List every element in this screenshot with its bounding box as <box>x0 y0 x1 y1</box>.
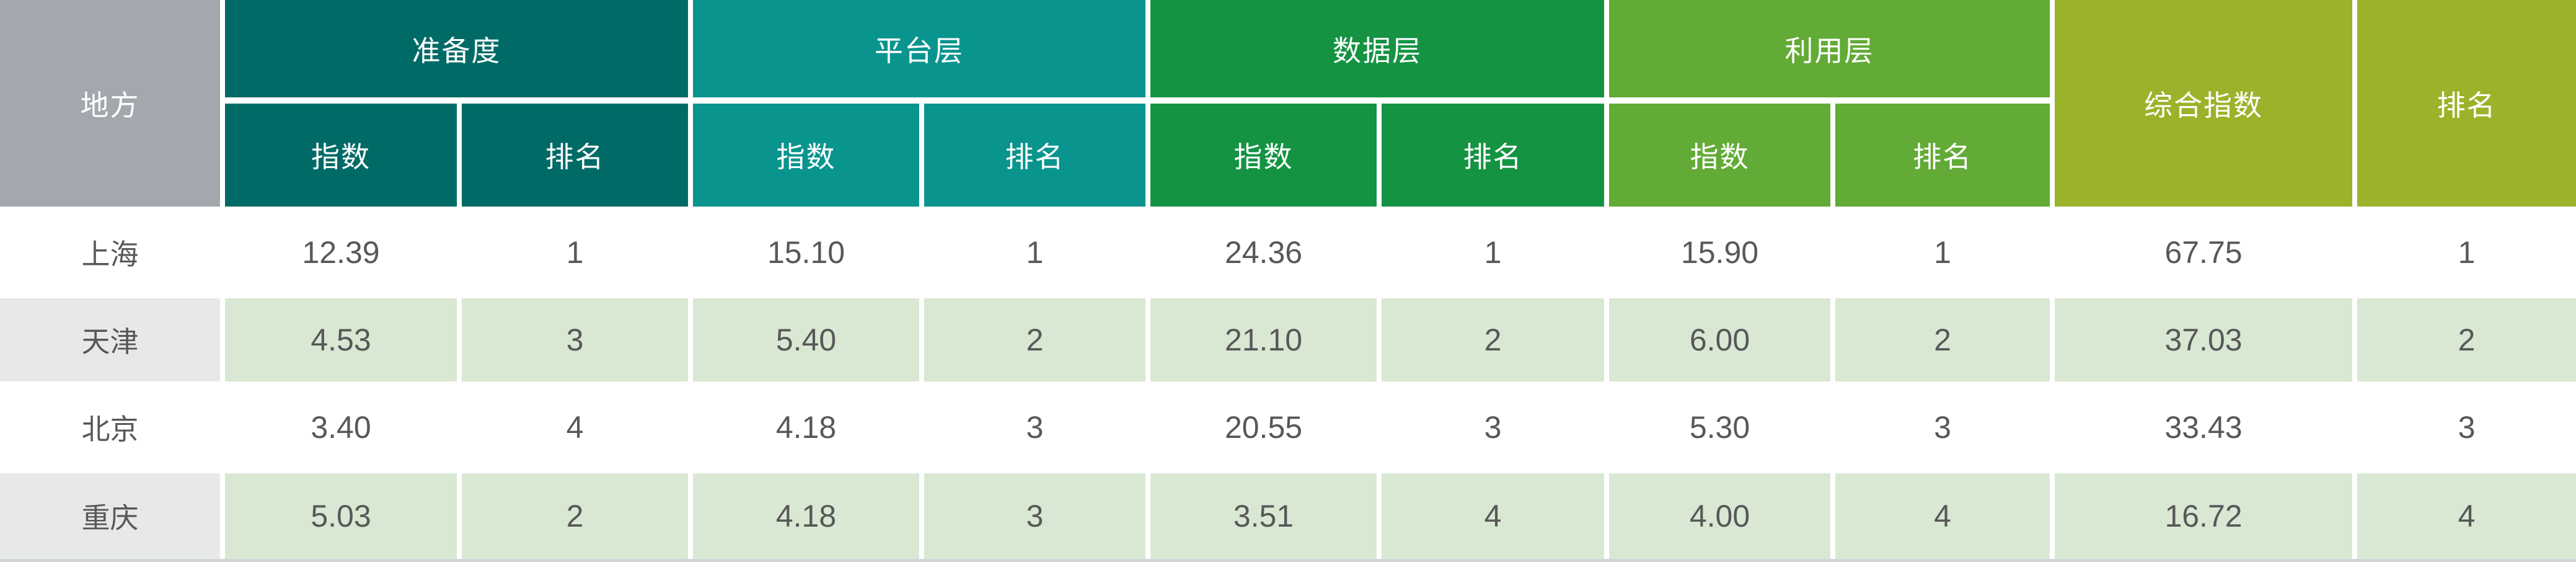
cell-utilization-rank: 1 <box>1835 211 2055 298</box>
cell-data-rank: 4 <box>1382 473 1609 559</box>
cell-readiness-index: 3.40 <box>225 386 462 473</box>
table-row-tianjin: 天津 4.53 3 5.40 2 21.10 2 6.00 2 37.03 2 <box>0 298 2576 386</box>
cell-data-rank: 3 <box>1382 386 1609 473</box>
cell-readiness-index: 12.39 <box>225 211 462 298</box>
table-body: 上海 12.39 1 15.10 1 24.36 1 15.90 1 67.75… <box>0 211 2576 559</box>
cell-readiness-index: 5.03 <box>225 473 462 559</box>
cell-utilization-index: 6.00 <box>1609 298 1835 386</box>
cell-data-index: 3.51 <box>1150 473 1382 559</box>
subheader-utilization-index: 指数 <box>1609 104 1835 211</box>
cell-platform-rank: 2 <box>924 298 1150 386</box>
cell-readiness-rank: 1 <box>462 211 693 298</box>
cell-composite-index: 16.72 <box>2055 473 2357 559</box>
region-cell: 北京 <box>0 386 225 473</box>
cell-platform-index: 15.10 <box>693 211 924 298</box>
cell-overall-rank: 3 <box>2357 386 2576 473</box>
group-header-platform-layer: 平台层 <box>693 0 1150 104</box>
cell-utilization-rank: 3 <box>1835 386 2055 473</box>
subheader-utilization-rank: 排名 <box>1835 104 2055 211</box>
cell-data-index: 20.55 <box>1150 386 1382 473</box>
cell-readiness-rank: 2 <box>462 473 693 559</box>
cell-data-index: 24.36 <box>1150 211 1382 298</box>
cell-platform-index: 5.40 <box>693 298 924 386</box>
cell-composite-index: 67.75 <box>2055 211 2357 298</box>
cell-composite-index: 33.43 <box>2055 386 2357 473</box>
region-cell: 天津 <box>0 298 225 386</box>
subheader-data-rank: 排名 <box>1382 104 1609 211</box>
cell-utilization-rank: 2 <box>1835 298 2055 386</box>
cell-platform-rank: 3 <box>924 386 1150 473</box>
cell-overall-rank: 2 <box>2357 298 2576 386</box>
cell-data-rank: 2 <box>1382 298 1609 386</box>
cell-utilization-index: 5.30 <box>1609 386 1835 473</box>
cell-composite-index: 37.03 <box>2055 298 2357 386</box>
table-row-shanghai: 上海 12.39 1 15.10 1 24.36 1 15.90 1 67.75… <box>0 211 2576 298</box>
table-row-beijing: 北京 3.40 4 4.18 3 20.55 3 5.30 3 33.43 3 <box>0 386 2576 473</box>
sub-header-row: 指数 排名 指数 排名 指数 排名 指数 排名 <box>0 104 2576 211</box>
group-header-utilization-layer: 利用层 <box>1609 0 2055 104</box>
subheader-readiness-index: 指数 <box>225 104 462 211</box>
cell-platform-index: 4.18 <box>693 386 924 473</box>
subheader-data-index: 指数 <box>1150 104 1382 211</box>
cell-overall-rank: 1 <box>2357 211 2576 298</box>
table-header: 地方 准备度 平台层 数据层 利用层 综合指数 排名 指数 排名 指数 排名 指… <box>0 0 2576 211</box>
table-row-chongqing: 重庆 5.03 2 4.18 3 3.51 4 4.00 4 16.72 4 <box>0 473 2576 559</box>
cell-readiness-index: 4.53 <box>225 298 462 386</box>
cell-overall-rank: 4 <box>2357 473 2576 559</box>
group-header-readiness: 准备度 <box>225 0 693 104</box>
region-column-header: 地方 <box>0 0 225 211</box>
cell-platform-index: 4.18 <box>693 473 924 559</box>
subheader-platform-rank: 排名 <box>924 104 1150 211</box>
overall-rank-header: 排名 <box>2357 0 2576 211</box>
cell-platform-rank: 1 <box>924 211 1150 298</box>
cell-platform-rank: 3 <box>924 473 1150 559</box>
group-header-row: 地方 准备度 平台层 数据层 利用层 综合指数 排名 <box>0 0 2576 211</box>
cell-readiness-rank: 4 <box>462 386 693 473</box>
region-cell: 重庆 <box>0 473 225 559</box>
group-header-data-layer: 数据层 <box>1150 0 1609 104</box>
cell-utilization-rank: 4 <box>1835 473 2055 559</box>
subheader-platform-index: 指数 <box>693 104 924 211</box>
cell-readiness-rank: 3 <box>462 298 693 386</box>
cell-utilization-index: 4.00 <box>1609 473 1835 559</box>
cell-utilization-index: 15.90 <box>1609 211 1835 298</box>
cell-data-index: 21.10 <box>1150 298 1382 386</box>
composite-index-header: 综合指数 <box>2055 0 2357 211</box>
subheader-readiness-rank: 排名 <box>462 104 693 211</box>
cell-data-rank: 1 <box>1382 211 1609 298</box>
region-cell: 上海 <box>0 211 225 298</box>
